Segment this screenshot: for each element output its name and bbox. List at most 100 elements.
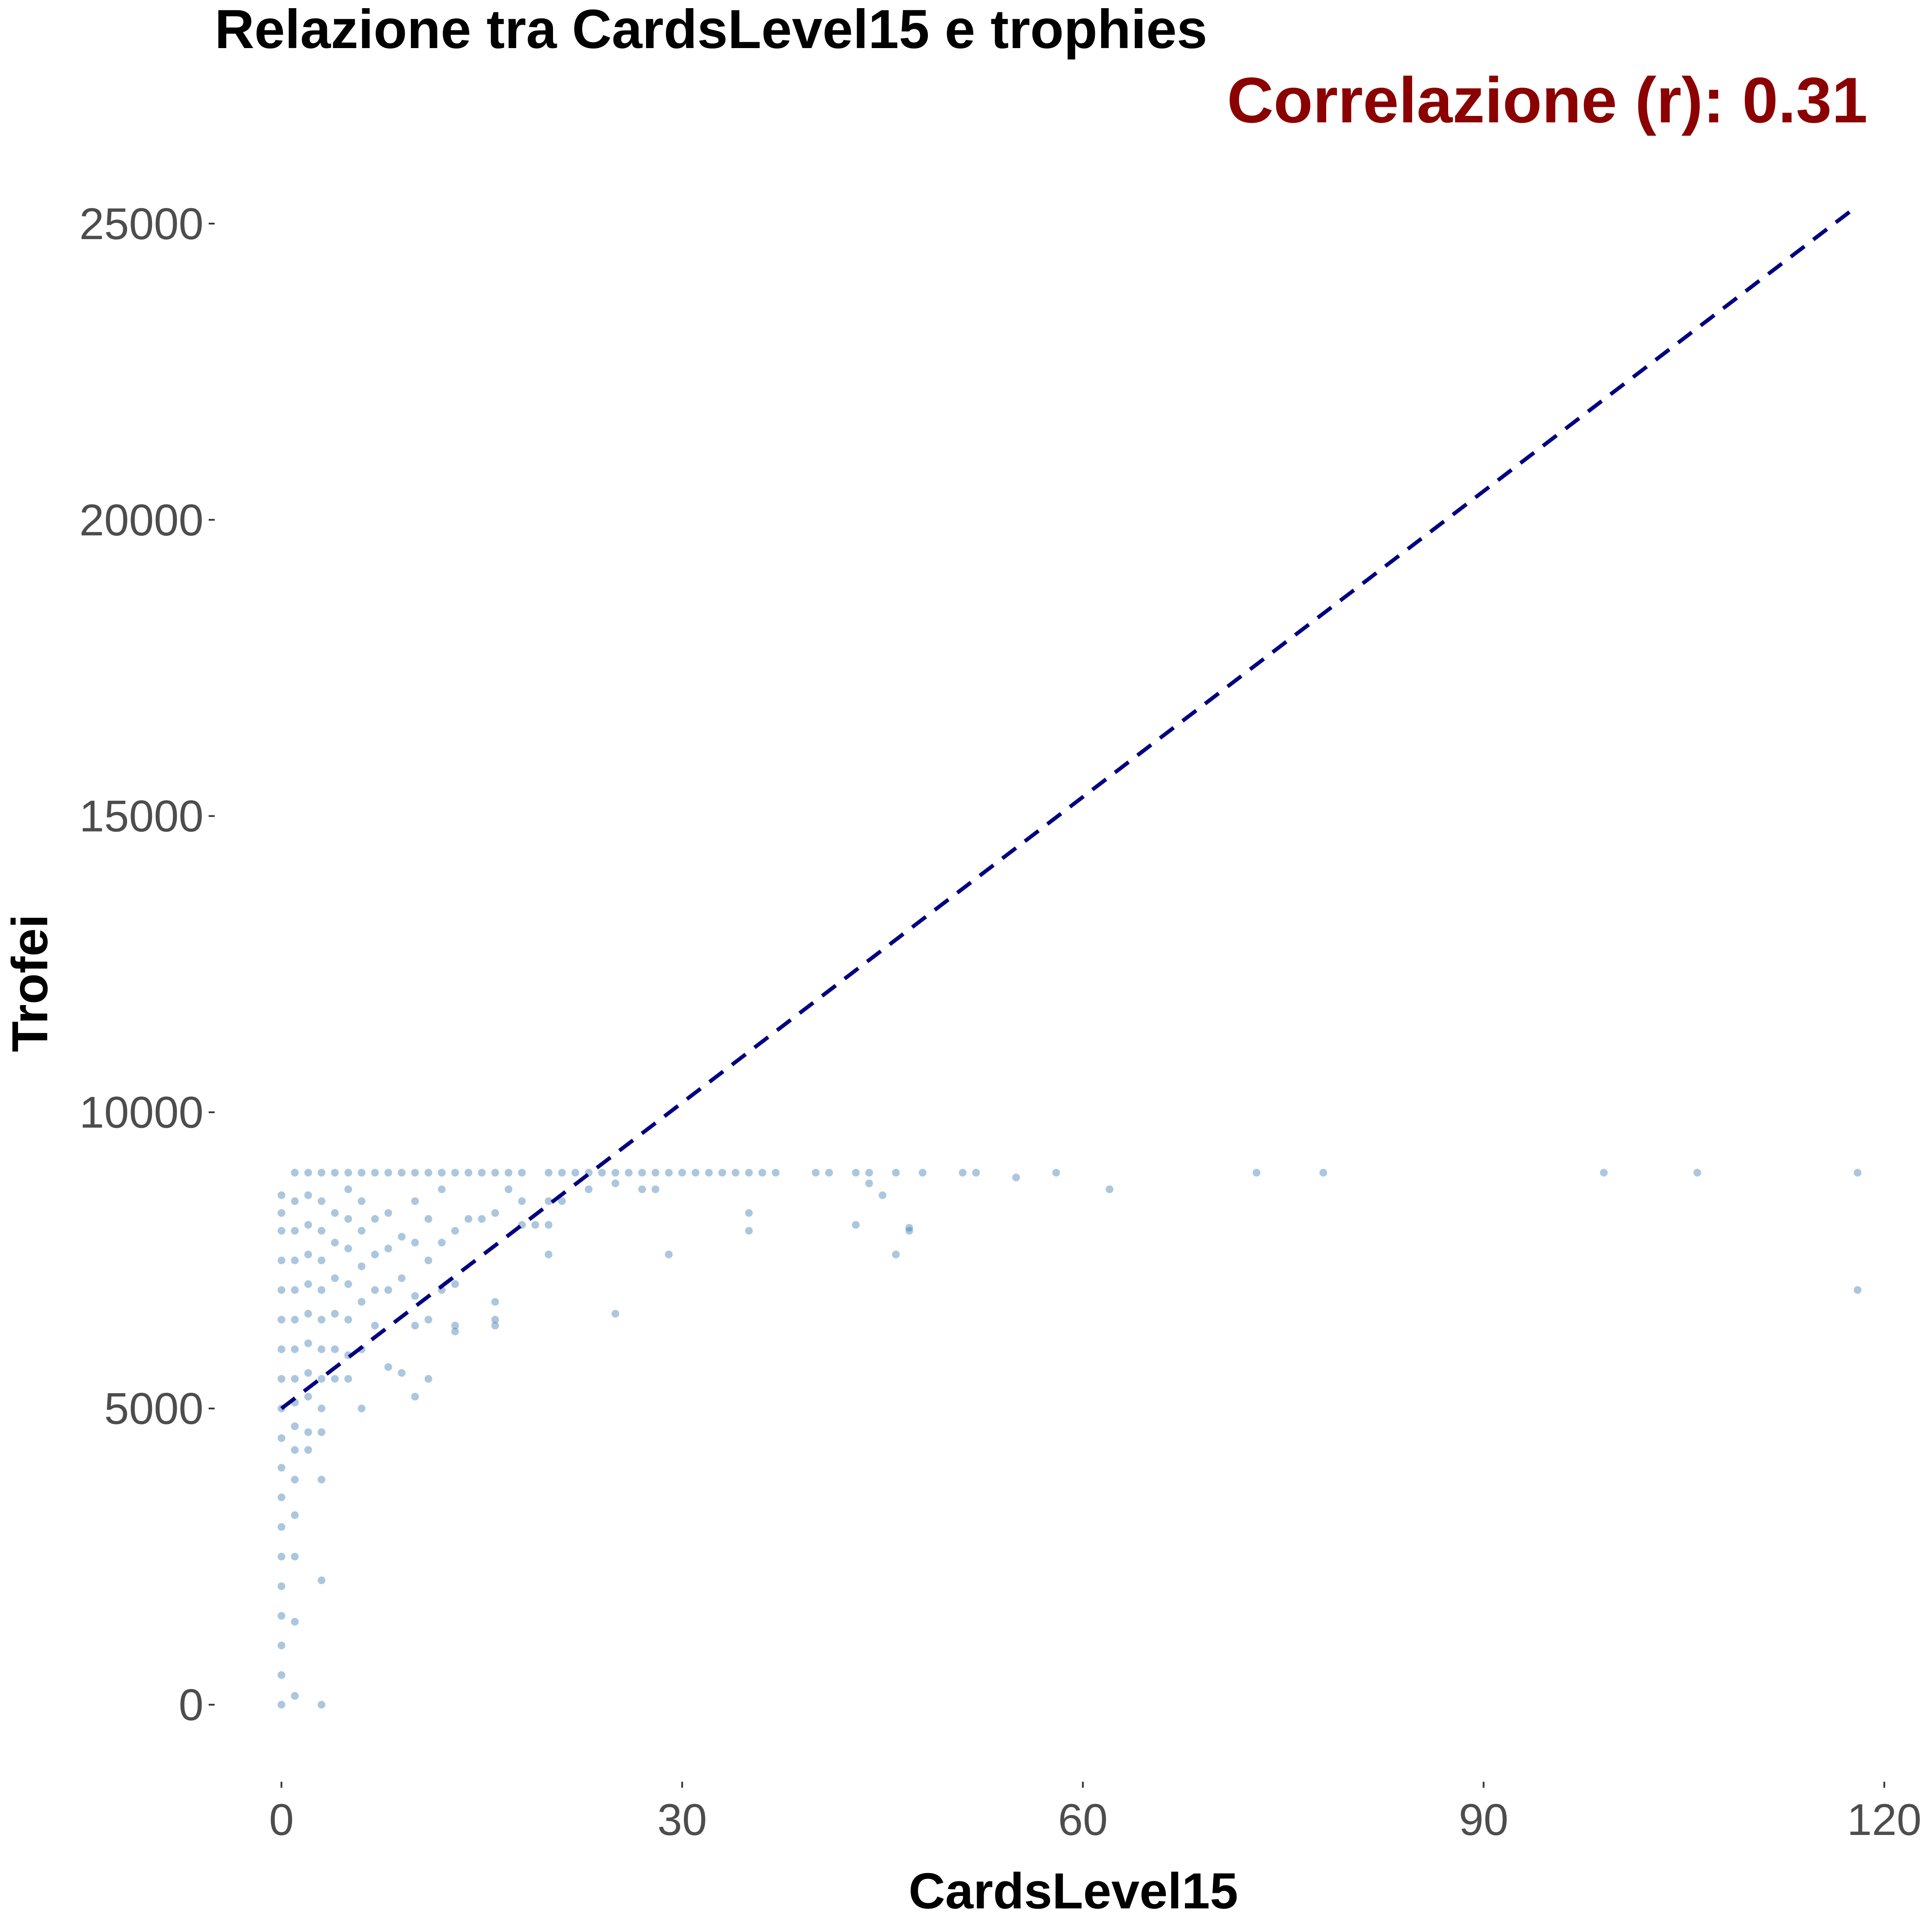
data-point (344, 1280, 352, 1288)
data-point (638, 1185, 646, 1194)
data-point (331, 1309, 339, 1318)
data-point (972, 1169, 980, 1177)
data-point (317, 1197, 325, 1205)
y-tick-label: 20000 (79, 495, 204, 545)
data-point (291, 1286, 299, 1294)
data-point (518, 1197, 526, 1205)
data-point (437, 1169, 446, 1177)
data-point (304, 1169, 312, 1177)
data-point (304, 1369, 312, 1377)
data-point (358, 1262, 366, 1270)
data-point (358, 1227, 366, 1235)
data-point (478, 1215, 486, 1223)
x-tick-label: 30 (657, 1795, 707, 1845)
y-axis-title: Trofei (2, 914, 58, 1052)
data-point (437, 1239, 446, 1247)
data-point (277, 1375, 286, 1383)
data-point (371, 1250, 379, 1258)
data-point (277, 1191, 286, 1199)
data-point (277, 1701, 286, 1709)
scatter-points (277, 1169, 1862, 1709)
data-point (451, 1227, 459, 1235)
chart-title: Relazione tra CardsLevel15 e trophies (215, 0, 1207, 60)
data-point (291, 1552, 299, 1561)
data-point (865, 1179, 873, 1188)
data-point (317, 1227, 325, 1235)
data-point (651, 1185, 659, 1194)
data-point (411, 1292, 419, 1300)
data-point (1853, 1286, 1862, 1294)
data-point (424, 1256, 432, 1264)
data-point (277, 1493, 286, 1501)
data-point (371, 1169, 379, 1177)
data-point (277, 1315, 286, 1324)
data-point (651, 1169, 659, 1177)
data-point (611, 1309, 620, 1318)
data-point (304, 1280, 312, 1288)
data-point (585, 1185, 593, 1194)
data-point (478, 1169, 486, 1177)
data-point (918, 1169, 927, 1177)
x-tick-label: 120 (1847, 1795, 1922, 1845)
data-point (544, 1250, 553, 1258)
data-point (491, 1209, 499, 1217)
data-point (411, 1169, 419, 1177)
data-point (358, 1197, 366, 1205)
x-tick-label: 60 (1058, 1795, 1108, 1845)
data-point (344, 1245, 352, 1253)
data-point (291, 1345, 299, 1353)
data-point (317, 1256, 325, 1264)
x-axis: 0 30 60 90 120 (269, 1782, 1922, 1845)
data-point (451, 1280, 459, 1288)
x-tick-label: 0 (269, 1795, 294, 1845)
y-tick-label: 0 (179, 1680, 204, 1730)
data-point (745, 1227, 753, 1235)
data-point (344, 1215, 352, 1223)
data-point (544, 1197, 553, 1205)
data-point (304, 1309, 312, 1318)
data-point (277, 1671, 286, 1679)
data-point (1252, 1169, 1261, 1177)
data-point (598, 1169, 606, 1177)
data-point (304, 1191, 312, 1199)
data-point (371, 1215, 379, 1223)
data-point (411, 1321, 419, 1330)
data-point (398, 1369, 406, 1377)
data-point (277, 1434, 286, 1442)
data-point (291, 1227, 299, 1235)
data-point (772, 1169, 780, 1177)
data-point (291, 1446, 299, 1454)
data-point (1693, 1169, 1701, 1177)
data-point (905, 1224, 913, 1232)
data-point (852, 1169, 860, 1177)
data-point (959, 1169, 967, 1177)
data-point (371, 1286, 379, 1294)
data-point (638, 1169, 646, 1177)
data-point (1012, 1173, 1020, 1182)
data-point (437, 1185, 446, 1194)
data-point (291, 1511, 299, 1519)
data-point (371, 1321, 379, 1330)
data-point (304, 1446, 312, 1454)
data-point (277, 1345, 286, 1353)
data-point (491, 1298, 499, 1306)
data-point (291, 1618, 299, 1626)
data-point (291, 1169, 299, 1177)
data-point (1319, 1169, 1327, 1177)
data-point (384, 1245, 392, 1253)
data-point (317, 1286, 325, 1294)
data-point (291, 1197, 299, 1205)
data-point (424, 1315, 432, 1324)
data-point (611, 1179, 620, 1188)
data-point (825, 1169, 833, 1177)
data-point (1052, 1169, 1060, 1177)
data-point (665, 1169, 673, 1177)
data-point (411, 1197, 419, 1205)
data-point (398, 1233, 406, 1241)
data-point (745, 1209, 753, 1217)
data-point (277, 1641, 286, 1649)
data-point (451, 1321, 459, 1330)
data-point (491, 1321, 499, 1330)
data-point (331, 1345, 339, 1353)
data-point (277, 1227, 286, 1235)
